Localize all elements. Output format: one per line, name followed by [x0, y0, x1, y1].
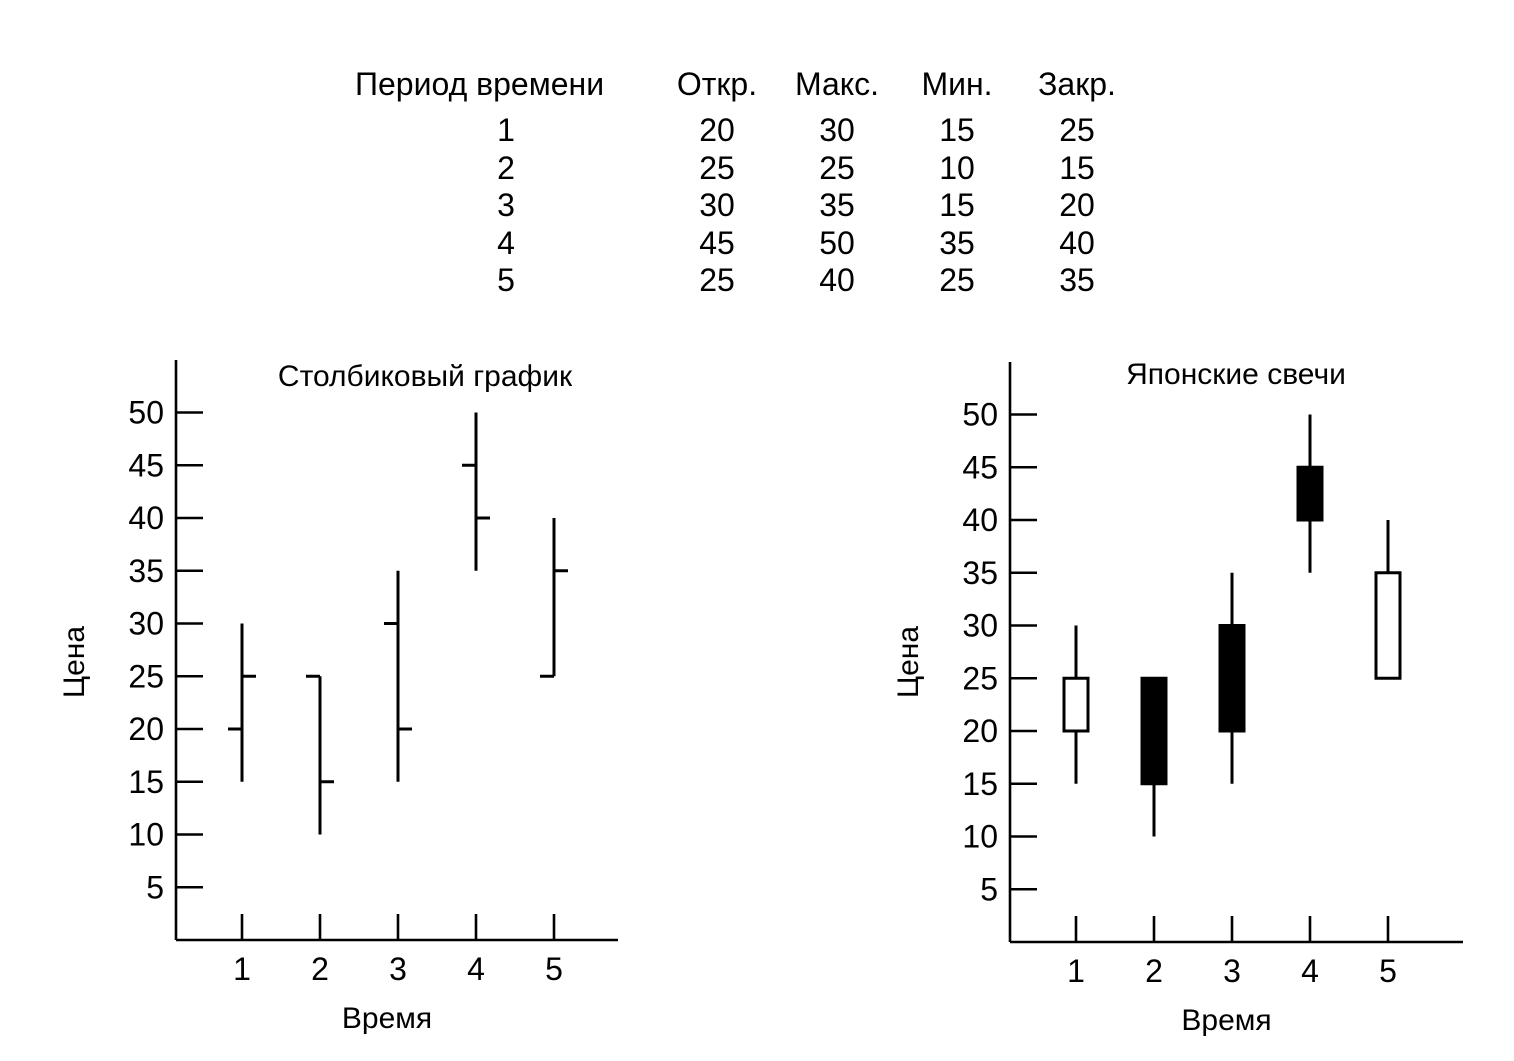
y-tick-label: 30 — [962, 608, 998, 644]
x-tick-label: 5 — [1379, 953, 1397, 989]
x-tick-label: 3 — [1223, 953, 1241, 989]
candle-body-falling — [1140, 676, 1168, 786]
x-tick-label: 4 — [1301, 953, 1319, 989]
cell-period: 3 — [497, 187, 515, 223]
header-high: Макс. — [794, 66, 880, 102]
cell-low: 15 — [939, 187, 975, 223]
y-tick-label: 20 — [128, 711, 164, 747]
table-row: 1 20 30 15 25 — [355, 112, 1137, 150]
header-low: Мин. — [921, 66, 993, 102]
header-open: Откр. — [676, 66, 758, 102]
table-row: 2 25 25 10 15 — [355, 150, 1137, 188]
x-tick-label: 3 — [389, 951, 407, 987]
x-tick-label: 2 — [1145, 953, 1163, 989]
cell-high: 50 — [819, 224, 855, 261]
candle-body-rising — [1062, 676, 1090, 733]
cell-high: 40 — [819, 262, 855, 298]
x-tick-label: 2 — [311, 951, 329, 987]
table-row: 5 25 40 25 35 — [355, 262, 1137, 300]
cell-period: 4 — [497, 224, 515, 261]
y-tick-label: 25 — [962, 660, 998, 696]
candle-body-falling — [1296, 465, 1324, 522]
cell-open: 30 — [699, 187, 735, 223]
y-tick-label: 30 — [128, 606, 164, 642]
y-tick-label: 40 — [962, 502, 998, 538]
y-tick-label: 45 — [962, 449, 998, 485]
y-tick-label: 25 — [128, 658, 164, 694]
cell-low: 35 — [939, 224, 975, 261]
x-tick-label: 1 — [1067, 953, 1085, 989]
cell-close: 35 — [1059, 262, 1095, 298]
ohlc-data-table: Период времени Откр. Макс. Мин. Закр. 1 … — [355, 66, 1137, 300]
cell-high: 30 — [819, 112, 855, 148]
y-tick-label: 10 — [128, 817, 164, 853]
header-close: Закр. — [1038, 66, 1116, 102]
y-tick-label: 45 — [128, 447, 164, 483]
y-tick-label: 15 — [128, 764, 164, 800]
y-tick-label: 50 — [962, 397, 998, 433]
x-tick-label: 5 — [545, 951, 563, 987]
y-axis-label: Цена — [892, 626, 925, 698]
cell-close: 40 — [1059, 224, 1095, 261]
cell-close: 15 — [1059, 149, 1095, 186]
table-row: 4 45 50 35 40 — [355, 225, 1137, 263]
cell-open: 45 — [699, 224, 735, 261]
cell-period: 1 — [497, 112, 515, 148]
cell-low: 15 — [939, 112, 975, 148]
y-tick-label: 5 — [146, 869, 164, 905]
cell-high: 25 — [819, 149, 855, 186]
chart-title: Японские свечи — [1126, 358, 1346, 391]
y-tick-label: 50 — [128, 395, 164, 431]
y-tick-label: 15 — [962, 766, 998, 802]
cell-period: 5 — [497, 262, 515, 298]
table-header-row: Период времени Откр. Макс. Мин. Закр. — [355, 66, 1137, 112]
y-tick-label: 35 — [128, 553, 164, 589]
candle-body-falling — [1218, 624, 1246, 733]
cell-high: 35 — [819, 187, 855, 223]
cell-close: 25 — [1059, 112, 1095, 148]
header-period: Период времени — [355, 66, 605, 102]
chart-title: Столбиковый график — [278, 360, 573, 393]
cell-open: 20 — [699, 112, 735, 148]
cell-close: 20 — [1059, 187, 1095, 223]
table-row: 3 30 35 15 20 — [355, 187, 1137, 225]
cell-open: 25 — [699, 149, 735, 186]
candle-body-rising — [1374, 571, 1402, 680]
cell-low: 25 — [939, 262, 975, 298]
cell-period: 2 — [497, 149, 515, 186]
y-tick-label: 20 — [962, 713, 998, 749]
x-tick-label: 1 — [233, 951, 251, 987]
cell-open: 25 — [699, 262, 735, 298]
y-tick-label: 10 — [962, 819, 998, 855]
y-tick-label: 5 — [980, 871, 998, 907]
x-tick-label: 4 — [467, 951, 485, 987]
x-axis-label: Время — [1181, 1004, 1271, 1037]
y-tick-label: 40 — [128, 500, 164, 536]
y-axis-label: Цена — [58, 626, 91, 698]
y-tick-label: 35 — [962, 555, 998, 591]
cell-low: 10 — [939, 149, 975, 186]
x-axis-label: Время — [342, 1002, 432, 1035]
